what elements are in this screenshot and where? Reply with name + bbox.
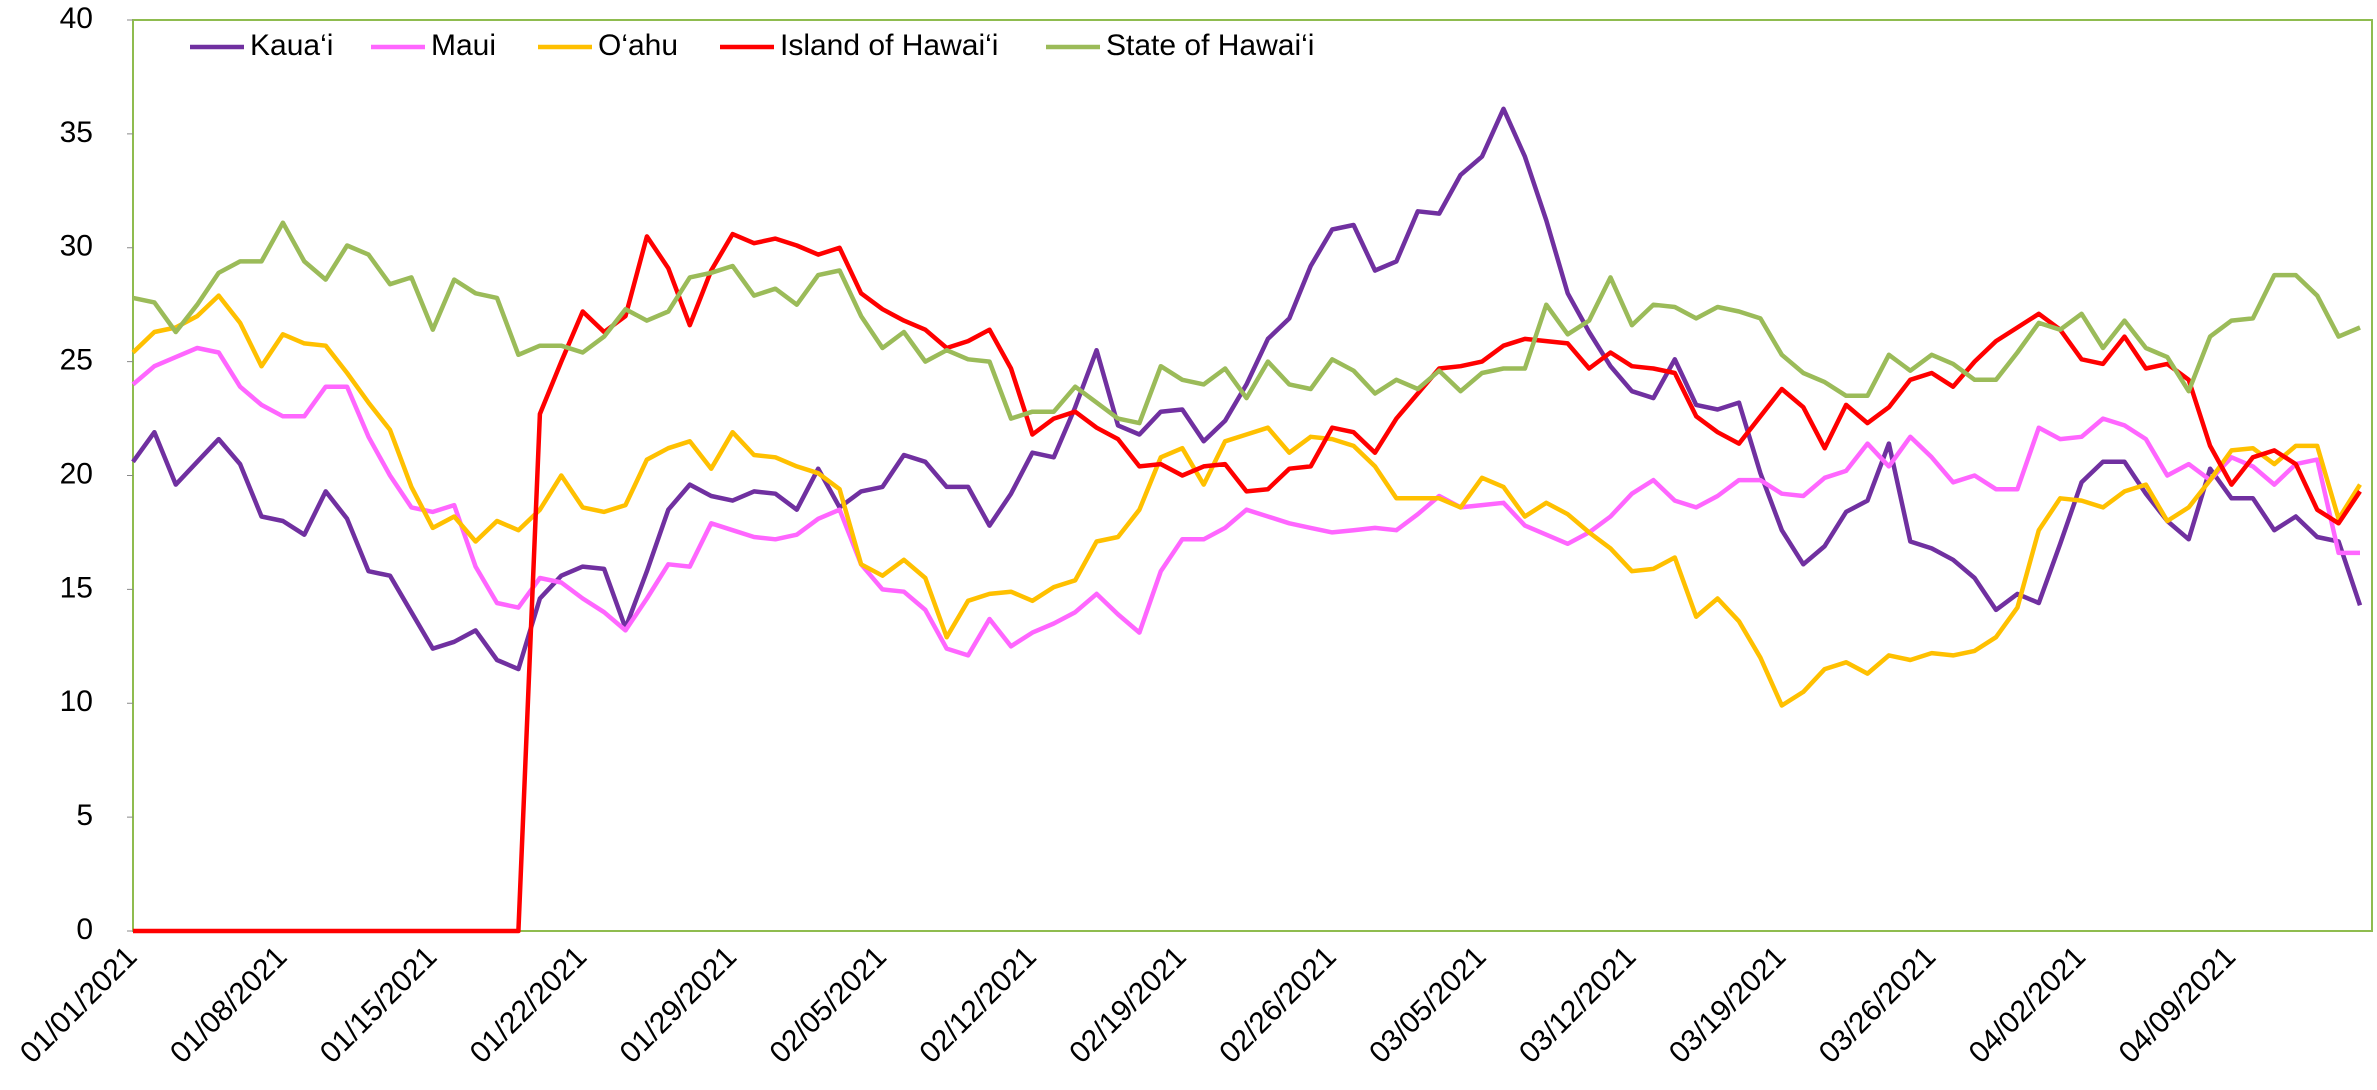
series-line xyxy=(131,345,2360,658)
x-tick-label: 01/15/2021 xyxy=(314,940,444,1070)
y-tick-label: 15 xyxy=(60,571,93,604)
legend-label: State of Hawai‘i xyxy=(1106,29,1314,62)
series-line xyxy=(132,220,2361,426)
y-tick-label: 20 xyxy=(60,457,93,490)
x-tick-label: 03/26/2021 xyxy=(1813,940,1943,1070)
legend-label: Island of Hawai‘i xyxy=(780,29,998,62)
legend-label: Kaua‘i xyxy=(250,29,333,62)
series-line xyxy=(131,293,2362,708)
x-tick-label: 01/01/2021 xyxy=(14,940,144,1070)
series-line xyxy=(133,231,2362,934)
x-tick-label: 02/26/2021 xyxy=(1213,940,1343,1070)
y-tick-label: 0 xyxy=(76,913,93,946)
x-tick-label: 03/19/2021 xyxy=(1663,940,1793,1070)
x-tick-label: 02/12/2021 xyxy=(913,940,1043,1070)
x-tick-label: 02/19/2021 xyxy=(1063,940,1193,1070)
x-tick-label: 04/09/2021 xyxy=(2113,940,2243,1070)
y-tick-label: 10 xyxy=(60,685,93,718)
plot-frame xyxy=(132,19,2373,932)
x-tick-label: 01/22/2021 xyxy=(464,940,594,1070)
legend-label: O‘ahu xyxy=(598,29,678,62)
y-tick-label: 35 xyxy=(60,116,93,149)
x-tick-label: 01/08/2021 xyxy=(164,940,294,1070)
x-tick-label: 04/02/2021 xyxy=(1963,940,2093,1070)
x-tick-label: 02/05/2021 xyxy=(764,940,894,1070)
y-tick-label: 5 xyxy=(76,799,93,832)
series-line xyxy=(131,106,2363,672)
legend-label: Maui xyxy=(431,29,496,62)
y-tick-label: 40 xyxy=(60,2,93,35)
y-tick-label: 25 xyxy=(60,344,93,377)
x-tick-label: 01/29/2021 xyxy=(614,940,744,1070)
y-tick-label: 30 xyxy=(60,230,93,263)
x-tick-label: 03/05/2021 xyxy=(1363,940,1493,1070)
x-tick-label: 03/12/2021 xyxy=(1513,940,1643,1070)
